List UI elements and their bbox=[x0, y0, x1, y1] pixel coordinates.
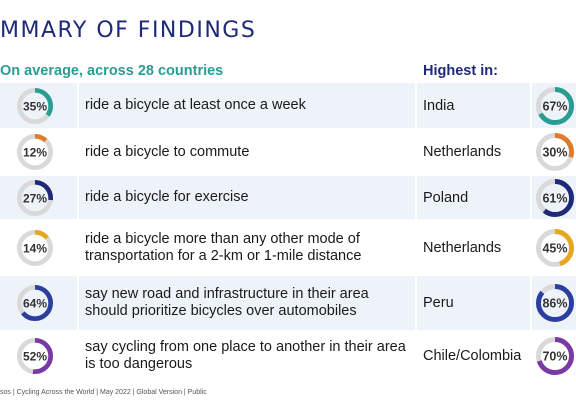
average-donut: 52% bbox=[17, 337, 53, 374]
donut-label: 45% bbox=[542, 242, 567, 256]
highest-donut: 61% bbox=[536, 178, 574, 217]
donut-fill bbox=[536, 229, 574, 267]
donut-label: 14% bbox=[23, 241, 47, 255]
column-divider bbox=[415, 130, 417, 174]
column-divider bbox=[530, 130, 532, 174]
finding-row: 35% ride a bicycle at least once a week In… bbox=[0, 83, 576, 128]
finding-description: ride a bicycle for exercise bbox=[85, 189, 249, 205]
highest-country: India bbox=[423, 97, 455, 114]
finding-row: 27% ride a bicycle for exercise Poland 61% bbox=[0, 176, 576, 219]
average-donut: 27% bbox=[17, 179, 53, 216]
finding-row: 64% say new road and infrastructure in th… bbox=[0, 276, 576, 330]
donut-label: 64% bbox=[23, 296, 47, 310]
donut-fill bbox=[17, 134, 53, 170]
donut-fill bbox=[536, 86, 574, 125]
finding-description: ride a bicycle to commute bbox=[85, 143, 250, 160]
donut-label: 35% bbox=[23, 99, 47, 113]
donut-label: 86% bbox=[542, 297, 567, 311]
average-donut: 14% bbox=[17, 230, 53, 266]
highest-donut: 45% bbox=[536, 229, 574, 267]
donut-label: 67% bbox=[542, 99, 567, 113]
finding-row: 14% ride a bicycle more than any other mo… bbox=[0, 221, 576, 275]
average-donut: 12% bbox=[17, 134, 53, 170]
donut-fill bbox=[536, 178, 574, 217]
column-divider bbox=[415, 331, 417, 380]
donut-fill bbox=[17, 87, 53, 124]
column-divider bbox=[415, 176, 417, 219]
column-divider bbox=[415, 276, 417, 330]
donut-label: 30% bbox=[542, 146, 567, 160]
column-divider bbox=[530, 331, 532, 380]
page-title: MMARY OF FINDINGS bbox=[0, 18, 257, 43]
highest-country: Chile/Colombia bbox=[423, 347, 522, 364]
column-divider bbox=[530, 276, 532, 330]
finding-description: say new road and infrastructure in their… bbox=[85, 286, 369, 319]
column-divider bbox=[530, 221, 532, 275]
footer-text: sos | Cycling Across the World | May 202… bbox=[0, 389, 207, 396]
column-divider bbox=[77, 276, 79, 330]
donut-label: 70% bbox=[542, 349, 567, 363]
average-header: On average, across 28 countries bbox=[0, 63, 224, 79]
average-donut: 64% bbox=[17, 285, 53, 321]
donut-fill bbox=[536, 133, 574, 171]
column-divider bbox=[415, 221, 417, 275]
finding-description: ride a bicycle more than any other mode … bbox=[85, 231, 362, 264]
highest-donut: 70% bbox=[536, 336, 574, 375]
donut-label: 52% bbox=[23, 349, 47, 363]
column-divider bbox=[530, 176, 532, 219]
donut-label: 27% bbox=[23, 191, 47, 205]
column-divider bbox=[415, 83, 417, 128]
finding-description: ride a bicycle at least once a week bbox=[85, 97, 306, 113]
highest-country: Poland bbox=[423, 189, 469, 206]
column-divider bbox=[77, 221, 79, 275]
donut-fill bbox=[536, 336, 574, 375]
column-divider bbox=[530, 83, 532, 128]
finding-row: 52% say cycling from one place to another… bbox=[0, 331, 576, 380]
highest-country: Netherlands bbox=[423, 144, 502, 160]
highest-country: Peru bbox=[423, 295, 454, 311]
highest-header: Highest in: bbox=[423, 63, 498, 79]
donut-fill bbox=[536, 284, 574, 322]
highest-country: Netherlands bbox=[423, 240, 502, 256]
donut-label: 61% bbox=[542, 191, 567, 205]
highest-donut: 86% bbox=[536, 284, 574, 322]
donut-label: 12% bbox=[23, 145, 47, 159]
finding-description: say cycling from one place to another in… bbox=[85, 338, 406, 372]
finding-row: 12% ride a bicycle to commute Netherlands 3… bbox=[0, 130, 576, 174]
column-divider bbox=[77, 130, 79, 174]
column-divider bbox=[77, 176, 79, 219]
donut-fill bbox=[17, 337, 53, 374]
average-donut: 35% bbox=[17, 87, 53, 124]
column-divider bbox=[77, 331, 79, 380]
highest-donut: 30% bbox=[536, 133, 574, 171]
column-divider bbox=[77, 83, 79, 128]
donut-fill bbox=[17, 230, 53, 266]
highest-donut: 67% bbox=[536, 86, 574, 125]
donut-fill bbox=[17, 179, 53, 216]
donut-fill bbox=[17, 285, 53, 321]
